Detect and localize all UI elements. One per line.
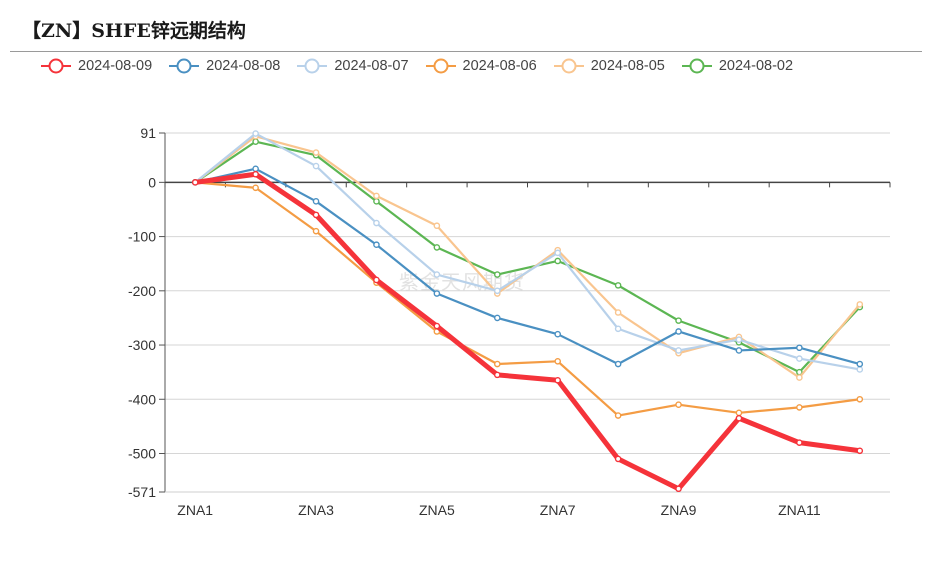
data-point-2024-08-06-ZNA7 <box>554 358 562 365</box>
data-point-2024-08-06-ZNA3 <box>312 227 320 235</box>
title-divider <box>10 51 922 52</box>
data-point-2024-08-08-ZNA12 <box>856 360 864 368</box>
data-point-2024-08-02-ZNA2 <box>252 138 259 145</box>
data-point-2024-08-06-ZNA9 <box>675 401 682 408</box>
data-point-2024-08-06-ZNA11 <box>796 404 803 411</box>
data-point-2024-08-08-ZNA2 <box>252 165 259 173</box>
y-tick-label: -500 <box>128 445 156 461</box>
legend-marker-icon <box>553 58 584 74</box>
series-line-2024-08-08 <box>194 167 861 366</box>
data-point-2024-08-05-ZNA11 <box>796 374 803 381</box>
data-point-2024-08-09-ZNA11 <box>796 439 803 446</box>
data-point-2024-08-06-ZNA6 <box>493 360 501 368</box>
data-point-2024-08-07-ZNA2 <box>252 130 259 137</box>
legend-label: 2024-08-07 <box>334 58 409 74</box>
legend-item-2024-08-02[interactable]: 2024-08-02 <box>681 57 793 75</box>
x-tick-label: ZNA11 <box>778 502 821 518</box>
data-point-2024-08-05-ZNA5 <box>433 222 441 230</box>
data-point-2024-08-09-ZNA9 <box>675 485 682 493</box>
data-point-2024-08-08-ZNA3 <box>312 198 320 205</box>
legend-item-2024-08-07[interactable]: 2024-08-07 <box>296 57 409 75</box>
legend-item-2024-08-06[interactable]: 2024-08-06 <box>425 57 537 75</box>
data-point-2024-08-07-ZNA6 <box>493 287 501 295</box>
data-point-2024-08-09-ZNA7 <box>554 376 562 384</box>
x-tick-label: ZNA7 <box>540 502 576 518</box>
data-point-2024-08-07-ZNA3 <box>312 162 320 170</box>
legend-label: 2024-08-06 <box>462 58 537 74</box>
data-point-2024-08-05-ZNA3 <box>312 149 320 156</box>
legend-item-2024-08-09[interactable]: 2024-08-09 <box>40 57 152 75</box>
data-point-2024-08-05-ZNA12 <box>856 301 864 308</box>
legend-marker-icon <box>297 58 328 74</box>
y-tick-label: -200 <box>128 283 156 299</box>
chart-title: 【ZN】SHFE锌远期结构 <box>22 20 246 42</box>
data-point-2024-08-09-ZNA6 <box>493 371 501 379</box>
data-point-2024-08-02-ZNA8 <box>614 282 622 289</box>
data-point-2024-08-09-ZNA12 <box>856 447 864 455</box>
data-point-2024-08-07-ZNA5 <box>433 271 441 278</box>
legend-item-2024-08-05[interactable]: 2024-08-05 <box>553 57 665 75</box>
y-tick-label: -400 <box>128 391 156 407</box>
data-point-2024-08-08-ZNA6 <box>493 314 501 322</box>
data-point-2024-08-08-ZNA10 <box>735 347 743 354</box>
series-line-2024-08-05 <box>194 135 861 379</box>
data-point-2024-08-07-ZNA11 <box>796 355 803 362</box>
data-point-2024-08-02-ZNA4 <box>373 198 380 205</box>
y-tick-label: -300 <box>128 337 156 353</box>
data-point-2024-08-09-ZNA1 <box>191 179 199 186</box>
data-point-2024-08-09-ZNA3 <box>312 211 320 219</box>
series-line-2024-08-09 <box>192 171 863 492</box>
series-line-2024-08-07 <box>194 132 861 371</box>
data-point-2024-08-02-ZNA7 <box>554 257 562 265</box>
data-point-2024-08-05-ZNA8 <box>614 309 622 316</box>
data-point-2024-08-02-ZNA6 <box>493 271 501 278</box>
data-point-2024-08-08-ZNA11 <box>796 344 803 352</box>
legend: 2024-08-09 2024-08-08 2024-08-07 2024-08-06… <box>40 57 809 75</box>
y-tick-label: 91 <box>140 125 156 141</box>
data-point-2024-08-08-ZNA5 <box>433 290 441 297</box>
legend-label: 2024-08-02 <box>718 58 794 74</box>
data-point-2024-08-07-ZNA7 <box>554 249 562 257</box>
data-point-2024-08-05-ZNA4 <box>373 192 380 200</box>
data-point-2024-08-08-ZNA4 <box>373 241 380 249</box>
data-point-2024-08-07-ZNA4 <box>373 219 380 227</box>
data-point-2024-08-06-ZNA10 <box>735 409 743 417</box>
legend-marker-icon <box>41 58 71 74</box>
legend-marker-icon <box>681 58 712 74</box>
legend-label: 2024-08-09 <box>78 58 153 74</box>
data-point-2024-08-07-ZNA9 <box>675 347 682 354</box>
data-point-2024-08-09-ZNA5 <box>433 322 441 330</box>
legend-label: 2024-08-08 <box>206 58 281 74</box>
data-point-2024-08-09-ZNA8 <box>614 455 622 463</box>
y-tick-label: -100 <box>128 229 156 245</box>
data-point-2024-08-08-ZNA7 <box>554 330 562 338</box>
x-tick-label: ZNA5 <box>419 502 455 518</box>
data-point-2024-08-09-ZNA2 <box>252 170 259 178</box>
x-tick-label: ZNA9 <box>661 502 697 518</box>
x-tick-label: ZNA3 <box>298 502 334 518</box>
data-point-2024-08-07-ZNA8 <box>614 325 622 333</box>
legend-marker-icon <box>169 58 200 74</box>
data-point-2024-08-08-ZNA9 <box>675 328 682 335</box>
data-point-2024-08-09-ZNA10 <box>735 414 743 422</box>
legend-label: 2024-08-05 <box>590 58 665 74</box>
data-point-2024-08-07-ZNA12 <box>856 366 864 373</box>
legend-marker-icon <box>425 58 456 74</box>
data-point-2024-08-02-ZNA5 <box>433 244 441 251</box>
legend-item-2024-08-08[interactable]: 2024-08-08 <box>168 57 280 75</box>
series-line-2024-08-02 <box>194 140 861 374</box>
data-point-2024-08-06-ZNA8 <box>614 412 622 419</box>
y-tick-label: 0 <box>148 174 156 190</box>
series-line-2024-08-06 <box>194 181 861 417</box>
x-tick-label: ZNA1 <box>177 502 213 518</box>
data-point-2024-08-09-ZNA4 <box>373 276 380 284</box>
y-tick-label: -571 <box>128 484 156 500</box>
data-point-2024-08-07-ZNA10 <box>735 336 743 343</box>
data-point-2024-08-02-ZNA9 <box>675 317 682 324</box>
data-point-2024-08-06-ZNA2 <box>252 184 259 192</box>
data-point-2024-08-08-ZNA8 <box>614 360 622 368</box>
data-point-2024-08-06-ZNA12 <box>856 395 864 403</box>
